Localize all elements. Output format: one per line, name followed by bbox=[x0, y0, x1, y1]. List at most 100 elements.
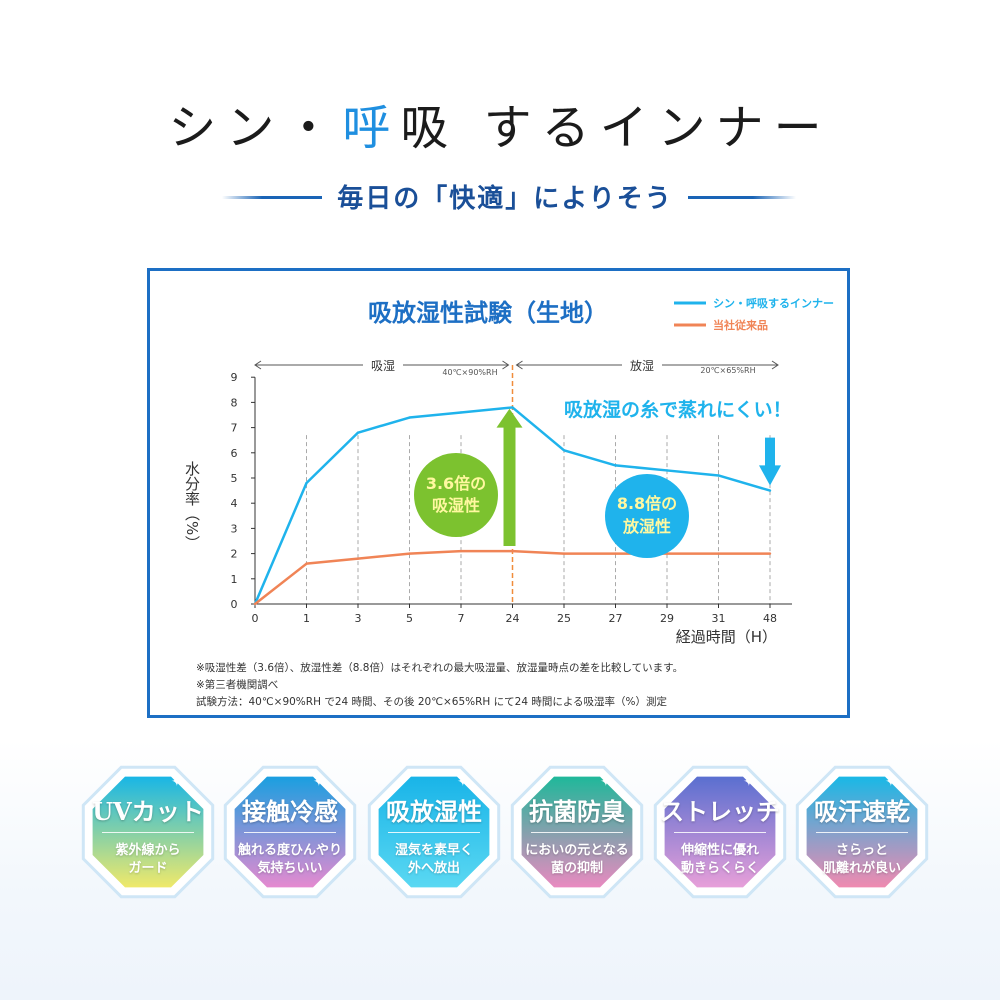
x-axis-label: 経過時間（H） bbox=[676, 628, 777, 646]
feature-badge: ✦ 抗菌防臭においの元となる 菌の抑制 bbox=[505, 760, 649, 904]
data-point-0-9 bbox=[717, 474, 720, 477]
data-point-1-6 bbox=[562, 552, 566, 555]
data-point-1-5 bbox=[511, 549, 514, 553]
badge-divider bbox=[674, 832, 766, 833]
data-point-0-10 bbox=[768, 489, 772, 492]
data-point-0-8 bbox=[665, 469, 669, 472]
x-tick-label-5: 24 bbox=[506, 612, 520, 625]
phase-release-label-bg bbox=[622, 356, 662, 374]
absorb-arrow bbox=[496, 408, 523, 547]
x-tick-label-4: 7 bbox=[458, 612, 465, 625]
data-point-0-3 bbox=[408, 416, 411, 419]
x-tick-label-9: 31 bbox=[712, 612, 726, 625]
badge-title: 吸放湿性 bbox=[386, 797, 482, 826]
feature-badge: ✦ 吸放湿性湿気を素早く 外へ放出 bbox=[362, 760, 506, 904]
badge-description: 触れる度ひんやり 気持ちいい bbox=[237, 843, 342, 876]
y-tick-label-9: 9 bbox=[231, 371, 238, 384]
y-tick-label-1: 1 bbox=[231, 573, 238, 586]
data-point-1-0 bbox=[253, 602, 257, 606]
x-tick-label-0: 0 bbox=[252, 612, 259, 625]
badge-description: においの元となる 菌の抑制 bbox=[525, 843, 629, 876]
badge-title: UVカット bbox=[92, 797, 204, 826]
page-subtitle: 毎日の「快適」によりそう bbox=[337, 184, 673, 214]
feature-badges: ✦ UVカット紫外線から ガード ✦ 接触冷感触れる度ひんやり 気持ちいい ✦ 吸放湿性湿… bbox=[0, 760, 1000, 910]
data-point-1-7 bbox=[614, 552, 617, 555]
badge-title: ストレッチ bbox=[660, 797, 780, 826]
subtitle-line-right bbox=[688, 196, 796, 199]
svg-text:✦: ✦ bbox=[313, 774, 325, 790]
x-tick-label-7: 27 bbox=[609, 612, 623, 625]
subtitle-line-left bbox=[222, 196, 322, 199]
svg-text:✦: ✦ bbox=[457, 774, 469, 790]
y-tick-label-6: 6 bbox=[231, 447, 238, 460]
phase-release-arrow-left bbox=[515, 360, 523, 370]
data-point-0-7 bbox=[614, 464, 617, 467]
badge-description: 湿気を素早く 外へ放出 bbox=[394, 843, 473, 876]
badge-title: 吸汗速乾 bbox=[814, 797, 910, 826]
legend-label-0: シン・呼吸するインナー bbox=[713, 296, 834, 310]
y-tick-label-0: 0 bbox=[231, 598, 238, 611]
phase-release-arrow-right bbox=[771, 360, 779, 370]
badge-description: 紫外線から ガード bbox=[115, 843, 181, 876]
svg-text:✦: ✦ bbox=[171, 774, 183, 790]
data-point-1-2 bbox=[356, 557, 360, 560]
phase-release-condition: 20℃×65%RH bbox=[700, 366, 755, 375]
phase-absorb-arrow-right bbox=[502, 360, 510, 370]
chart-title: 吸放湿性試験（生地） bbox=[368, 299, 608, 327]
svg-text:✦: ✦ bbox=[885, 774, 897, 790]
badge-description: 伸縮性に優れ 動きらくらく bbox=[680, 843, 759, 876]
svg-text:✦: ✦ bbox=[743, 774, 755, 790]
y-tick-label-5: 5 bbox=[231, 472, 238, 485]
x-tick-label-2: 3 bbox=[355, 612, 362, 625]
absorb-bubble bbox=[414, 453, 498, 537]
data-point-0-4 bbox=[459, 411, 463, 414]
y-tick-label-4: 4 bbox=[231, 497, 238, 510]
release-bubble bbox=[605, 474, 689, 558]
title-part1: シン・ bbox=[168, 100, 343, 156]
badge-divider bbox=[531, 832, 623, 833]
phase-absorb-label-bg bbox=[363, 356, 403, 374]
y-tick-label-2: 2 bbox=[231, 548, 238, 561]
y-tick-label-8: 8 bbox=[231, 396, 238, 409]
badge-title: 抗菌防臭 bbox=[529, 797, 625, 826]
release-bubble-line2: 放湿性 bbox=[622, 517, 671, 536]
data-point-1-4 bbox=[459, 549, 463, 553]
subtitle-row: 毎日の「快適」によりそう bbox=[0, 178, 1000, 218]
release-arrow bbox=[759, 437, 781, 486]
legend-label-1: 当社従来品 bbox=[713, 318, 768, 332]
page-title: シン・呼吸 するインナー bbox=[0, 88, 1000, 158]
feature-badge: ✦ 接触冷感触れる度ひんやり 気持ちいい bbox=[218, 760, 362, 904]
release-bubble-line1: 8.8倍の bbox=[617, 494, 677, 513]
data-point-1-3 bbox=[408, 552, 411, 555]
y-axis-label: 水分率（%） bbox=[183, 461, 201, 550]
feature-badge: ✦ UVカット紫外線から ガード bbox=[76, 760, 220, 904]
badge-divider bbox=[816, 832, 908, 833]
badge-title: 接触冷感 bbox=[242, 797, 338, 826]
svg-text:✦: ✦ bbox=[600, 774, 612, 790]
chart-frame: 吸放湿性試験（生地） シン・呼吸するインナー 当社従来品 吸湿 40℃×90%RH 放湿 2… bbox=[147, 268, 850, 718]
phase-absorb-condition: 40℃×90%RH bbox=[442, 368, 497, 377]
x-tick-label-3: 5 bbox=[406, 612, 413, 625]
data-point-0-6 bbox=[562, 449, 566, 452]
x-tick-label-1: 1 bbox=[303, 612, 310, 625]
release-annotation: 吸放湿の糸で蒸れにくい！ bbox=[564, 398, 792, 421]
badge-divider bbox=[244, 832, 336, 833]
chart-note-2: 試験方法：40℃×90%RH で24 時間、その後 20℃×65%RH にて24… bbox=[196, 695, 668, 708]
data-point-0-1 bbox=[305, 481, 308, 485]
feature-badge: ✦ 吸汗速乾 さらっと 肌離れが良い bbox=[790, 760, 934, 904]
data-point-0-2 bbox=[356, 431, 360, 434]
phase-absorb-arrow-left bbox=[254, 360, 262, 370]
data-point-1-10 bbox=[768, 552, 772, 555]
badge-divider bbox=[102, 832, 194, 833]
x-tick-label-10: 48 bbox=[763, 612, 777, 625]
x-tick-label-6: 25 bbox=[557, 612, 571, 625]
chart-note-0: ※吸湿性差（3.6倍）、放湿性差（8.8倍）はそれぞれの最大吸湿量、放湿量時点の… bbox=[196, 661, 683, 674]
data-point-0-5 bbox=[511, 406, 514, 409]
y-tick-label-3: 3 bbox=[231, 522, 238, 535]
data-point-1-1 bbox=[305, 562, 308, 565]
feature-badge: ✦ ストレッチ伸縮性に優れ 動きらくらく bbox=[648, 760, 792, 904]
absorb-bubble-line1: 3.6倍の bbox=[426, 474, 486, 493]
badge-octagon: ✦ bbox=[795, 765, 929, 899]
data-point-1-9 bbox=[717, 552, 720, 555]
